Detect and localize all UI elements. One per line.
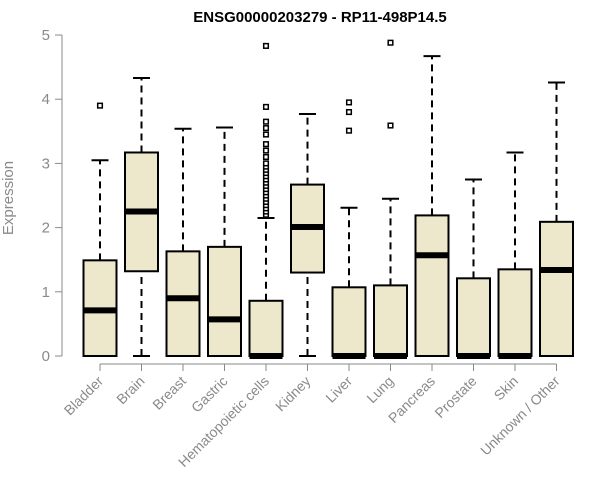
iqr-box — [331, 286, 367, 357]
iqr-box — [414, 214, 450, 357]
box-hematopoietic-cells — [248, 42, 284, 359]
outlier-point — [262, 103, 270, 110]
box-unknown-other — [539, 81, 574, 357]
x-tick-label: Kidney — [272, 373, 314, 415]
y-tick-label: 1 — [42, 284, 50, 301]
box-brain — [124, 77, 159, 357]
outlier-point — [262, 160, 270, 167]
outlier-point — [262, 141, 270, 148]
y-tick-label: 5 — [42, 27, 50, 44]
outlier-point — [262, 131, 270, 138]
box-pancreas — [414, 55, 450, 357]
y-tick-label: 4 — [42, 91, 50, 108]
x-tick-label: Lung — [363, 373, 396, 406]
y-tick-label: 3 — [42, 155, 50, 172]
chart-title: ENSG00000203279 - RP11-498P14.5 — [193, 9, 447, 26]
outlier-point — [345, 99, 353, 106]
box-kidney — [290, 112, 325, 357]
outlier-point — [345, 127, 353, 134]
box-breast — [165, 127, 201, 357]
outlier-point — [262, 153, 270, 161]
x-tick-label: Liver — [322, 373, 355, 406]
x-tick-label: Bladder — [61, 373, 107, 419]
box-skin — [497, 151, 533, 359]
box-bladder — [82, 102, 118, 358]
outlier-point — [262, 42, 270, 49]
iqr-box — [456, 277, 491, 357]
x-tick-label: Prostate — [431, 373, 479, 421]
y-tick-label: 0 — [42, 348, 50, 365]
iqr-box — [207, 245, 242, 357]
outlier-point — [262, 147, 270, 154]
x-tick-label: Brain — [113, 373, 147, 407]
y-axis-label: Expression — [0, 161, 17, 235]
outlier-point — [262, 118, 270, 125]
x-tick-label: Skin — [491, 373, 522, 404]
y-axis: 0 1 2 3 4 5 — [42, 27, 63, 365]
outlier-point — [96, 102, 104, 109]
y-tick-label: 2 — [42, 220, 50, 237]
iqr-box — [539, 220, 574, 357]
iqr-box — [248, 299, 284, 357]
iqr-box — [373, 284, 408, 358]
outlier-point — [262, 125, 270, 132]
box-liver — [331, 99, 367, 359]
box-group — [82, 39, 574, 359]
x-tick-label: Breast — [149, 373, 189, 413]
outlier-point — [387, 122, 394, 129]
x-tick-label: Unknown / Other — [477, 373, 563, 459]
iqr-box — [497, 268, 533, 357]
outlier-point — [387, 39, 394, 46]
outlier-point — [345, 108, 353, 116]
box-gastric — [207, 126, 242, 357]
box-prostate — [456, 178, 491, 359]
iqr-box — [165, 250, 201, 357]
box-lung — [373, 39, 408, 359]
